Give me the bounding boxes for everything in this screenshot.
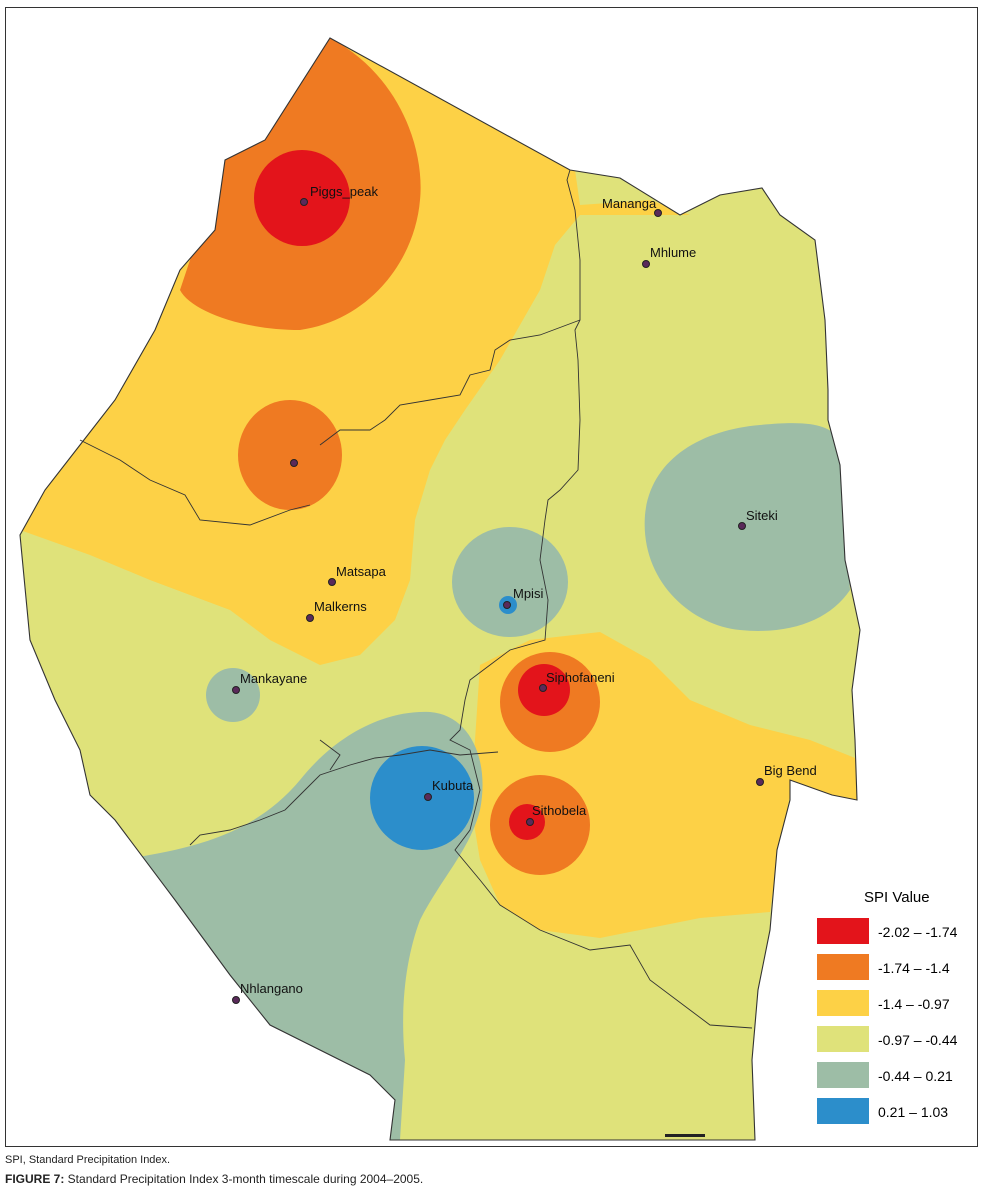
legend-title: SPI Value bbox=[864, 889, 930, 906]
town-malkerns[interactable]: Malkerns bbox=[306, 599, 368, 622]
svg-text:Kubuta: Kubuta bbox=[432, 778, 474, 793]
town-matsapa[interactable]: Matsapa bbox=[328, 564, 387, 586]
legend-item: 0.21 – 1.03 bbox=[817, 1098, 948, 1124]
svg-text:Matsapa: Matsapa bbox=[336, 564, 387, 579]
legend-label: -0.97 – -0.44 bbox=[878, 1032, 958, 1048]
town-mankayane[interactable]: Mankayane bbox=[232, 671, 308, 694]
svg-text:Mananga: Mananga bbox=[602, 196, 657, 211]
country-outline bbox=[19, 37, 861, 1141]
zone-green-siteki bbox=[644, 423, 850, 631]
figure-label: FIGURE 7: bbox=[5, 1172, 65, 1186]
svg-text:Nhlangano: Nhlangano bbox=[240, 981, 303, 996]
legend-swatch bbox=[817, 1098, 869, 1124]
town-sithobela[interactable]: Sithobela bbox=[526, 803, 587, 826]
svg-text:Mpisi: Mpisi bbox=[513, 586, 543, 601]
svg-text:Siphofaneni: Siphofaneni bbox=[546, 670, 615, 685]
legend-item: -0.44 – 0.21 bbox=[817, 1062, 953, 1088]
legend-item: -1.74 – -1.4 bbox=[817, 954, 950, 980]
caption-abbreviation: SPI, Standard Precipitation Index. bbox=[5, 1154, 171, 1166]
figure-text: Standard Precipitation Index 3-month tim… bbox=[64, 1172, 424, 1186]
legend-swatch bbox=[817, 1026, 869, 1052]
town-markers: Piggs_peak Mananga Mhlume Siteki Matsapa… bbox=[232, 184, 817, 1004]
legend-label: -0.44 – 0.21 bbox=[878, 1068, 953, 1084]
legend-swatch bbox=[817, 990, 869, 1016]
legend-label: -2.02 – -1.74 bbox=[878, 924, 958, 940]
town-kubuta[interactable]: Kubuta bbox=[424, 778, 474, 801]
legend-item: -1.4 – -0.97 bbox=[817, 990, 950, 1016]
town-nhlangano[interactable]: Nhlangano bbox=[232, 981, 303, 1004]
svg-text:Piggs_peak: Piggs_peak bbox=[310, 184, 378, 199]
svg-text:Malkerns: Malkerns bbox=[314, 599, 367, 614]
legend-swatch bbox=[817, 954, 869, 980]
figure-caption: FIGURE 7: Standard Precipitation Index 3… bbox=[5, 1172, 423, 1186]
zone-green-mankayane bbox=[206, 668, 260, 722]
town-mhlume[interactable]: Mhlume bbox=[642, 245, 697, 268]
scale-bar bbox=[665, 1134, 705, 1137]
region-boundaries bbox=[79, 169, 753, 1029]
zone-blue-kubuta bbox=[370, 746, 474, 850]
legend: SPI Value -2.02 – -1.74 -1.74 – -1.4 -1.… bbox=[817, 889, 958, 1124]
legend-item: -2.02 – -1.74 bbox=[817, 918, 958, 944]
legend-swatch bbox=[817, 1062, 869, 1088]
town-big-bend[interactable]: Big Bend bbox=[756, 763, 817, 786]
zone-orange-central bbox=[238, 400, 342, 510]
town-unlabeled[interactable] bbox=[290, 459, 298, 467]
town-mananga[interactable]: Mananga bbox=[602, 196, 662, 217]
zone-green-mpisi bbox=[452, 527, 568, 637]
legend-label: -1.4 – -0.97 bbox=[878, 996, 950, 1012]
legend-item: -0.97 – -0.44 bbox=[817, 1026, 958, 1052]
svg-text:Sithobela: Sithobela bbox=[532, 803, 587, 818]
town-piggs-peak[interactable]: Piggs_peak bbox=[300, 184, 379, 206]
town-mpisi[interactable]: Mpisi bbox=[503, 586, 544, 609]
town-siteki[interactable]: Siteki bbox=[738, 508, 778, 530]
zone-red-piggspeak bbox=[254, 150, 350, 246]
legend-label: 0.21 – 1.03 bbox=[878, 1104, 948, 1120]
town-siphofaneni[interactable]: Siphofaneni bbox=[539, 670, 615, 692]
spi-map: Piggs_peak Mananga Mhlume Siteki Matsapa… bbox=[19, 37, 958, 1141]
legend-swatch bbox=[817, 918, 869, 944]
svg-text:Big Bend: Big Bend bbox=[764, 763, 817, 778]
svg-text:Mankayane: Mankayane bbox=[240, 671, 307, 686]
legend-label: -1.74 – -1.4 bbox=[878, 960, 950, 976]
svg-text:Siteki: Siteki bbox=[746, 508, 778, 523]
svg-text:Mhlume: Mhlume bbox=[650, 245, 696, 260]
